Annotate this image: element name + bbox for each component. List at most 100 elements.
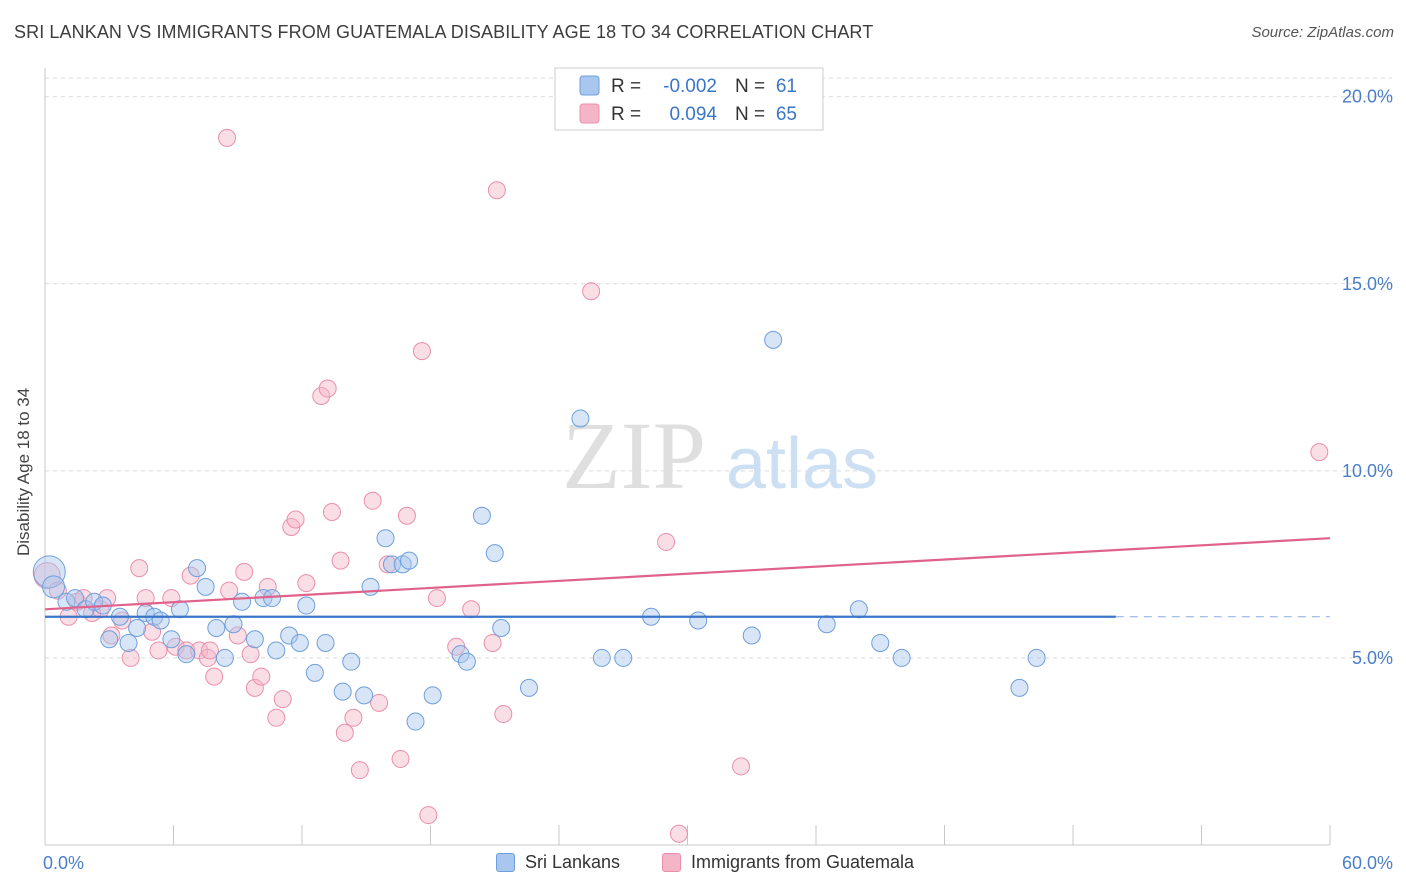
point-srilankans-27 (280, 626, 299, 645)
point-guatemala-10 (121, 648, 140, 667)
y-tick-label-3: 20.0% (1342, 87, 1393, 107)
point-guatemala-44 (370, 693, 389, 712)
point-guatemala-14 (149, 641, 168, 660)
point-guatemala-35 (297, 574, 316, 593)
point-srilankans-13 (151, 611, 170, 630)
point-srilankans-46 (492, 618, 511, 637)
point-srilankans-21 (224, 615, 243, 634)
y-tick-labels: 5.0% 10.0% 15.0% 20.0% (1342, 87, 1393, 668)
trend-line-guatemala (44, 537, 1331, 611)
point-guatemala-48 (412, 342, 431, 361)
point-guatemala-26 (235, 562, 254, 581)
y-tick-label-2: 15.0% (1342, 274, 1393, 294)
point-guatemala-23 (218, 128, 237, 147)
point-guatemala-54 (483, 633, 502, 652)
point-srilankans-26 (267, 641, 286, 660)
point-srilankans-53 (742, 626, 761, 645)
point-srilankans-45 (485, 544, 504, 563)
point-srilankans-56 (849, 600, 868, 619)
point-guatemala-43 (363, 491, 382, 510)
watermark-zip: ZIP (562, 402, 706, 509)
point-guatemala-28 (245, 678, 264, 697)
trend-lines (44, 537, 1331, 618)
x-tick-labels: 0.0% 60.0% (43, 853, 1393, 873)
point-guatemala-47 (397, 506, 416, 525)
point-guatemala-39 (331, 551, 350, 570)
point-srilankans-50 (614, 648, 633, 667)
legend-item-srilankans: Sri Lankans (496, 852, 620, 873)
point-guatemala-60 (1310, 443, 1329, 462)
point-srilankans-10 (128, 618, 147, 637)
point-srilankans-43 (457, 652, 476, 671)
series-legend: Sri Lankans Immigrants from Guatemala (0, 852, 1406, 878)
point-guatemala-56 (582, 282, 601, 301)
y-axis-label: Disability Age 18 to 34 (14, 387, 33, 556)
point-guatemala-38 (322, 503, 341, 522)
legend-label-guatemala: Immigrants from Guatemala (691, 852, 915, 872)
point-guatemala-37 (318, 379, 337, 398)
point-guatemala-59 (732, 757, 751, 776)
point-guatemala-55 (494, 705, 513, 724)
legend-n-label-2: N = (735, 104, 765, 125)
point-guatemala-27 (241, 645, 260, 664)
point-srilankans-32 (333, 682, 352, 701)
point-srilankans-34 (355, 686, 374, 705)
point-guatemala-52 (462, 600, 481, 619)
point-guatemala-34 (286, 510, 305, 529)
legend-n-value-1: 61 (776, 76, 797, 97)
point-guatemala-31 (267, 708, 286, 727)
legend-n-value-2: 65 (776, 104, 797, 125)
point-srilankans-39 (400, 551, 419, 570)
y-tick-label-0: 5.0% (1352, 648, 1393, 668)
point-guatemala-32 (273, 690, 292, 709)
point-srilankans-17 (188, 559, 207, 578)
watermark-atlas: atlas (726, 424, 878, 504)
legend-swatch-guatemala (662, 853, 681, 872)
point-srilankans-9 (119, 633, 138, 652)
point-srilankans-57 (871, 633, 890, 652)
point-guatemala-11 (130, 559, 149, 578)
point-srilankans-19 (207, 618, 226, 637)
legend-r-value-2: 0.094 (669, 104, 717, 125)
point-srilankans-54 (764, 330, 783, 349)
point-guatemala-45 (378, 555, 397, 574)
point-guatemala-21 (200, 641, 219, 660)
point-guatemala-42 (350, 761, 369, 780)
point-guatemala-49 (419, 806, 438, 825)
watermark: ZIP atlas (562, 402, 878, 509)
point-guatemala-57 (657, 532, 676, 551)
point-srilankans-30 (305, 663, 324, 682)
legend-n-label-1: N = (735, 76, 765, 97)
legend-item-guatemala: Immigrants from Guatemala (662, 852, 914, 873)
chart-source: Source: ZipAtlas.com (1251, 24, 1394, 41)
point-srilankans-35 (361, 577, 380, 596)
point-guatemala-58 (669, 824, 688, 843)
legend-r-label-2: R = (611, 104, 641, 125)
chart-title: SRI LANKAN VS IMMIGRANTS FROM GUATEMALA … (14, 22, 874, 42)
point-srilankans-0 (32, 555, 66, 589)
point-srilankans-58 (892, 648, 911, 667)
point-srilankans-7 (100, 630, 119, 649)
point-guatemala-46 (391, 749, 410, 768)
point-guatemala-29 (252, 667, 271, 686)
correlation-legend: R = -0.002 N = 61 R = 0.094 N = 65 (554, 67, 824, 131)
point-srilankans-14 (162, 630, 181, 649)
legend-r-value-1: -0.002 (663, 76, 717, 97)
point-srilankans-59 (1010, 678, 1029, 697)
series-srilankans-points (32, 330, 1046, 731)
point-srilankans-44 (472, 506, 491, 525)
legend-swatch-pink (579, 103, 600, 124)
point-guatemala-36 (312, 387, 331, 406)
point-guatemala-53 (487, 181, 506, 200)
legend-label-srilankans: Sri Lankans (525, 852, 621, 872)
point-guatemala-41 (344, 708, 363, 727)
point-srilankans-33 (342, 652, 361, 671)
point-srilankans-23 (245, 630, 264, 649)
point-srilankans-15 (170, 600, 189, 619)
point-guatemala-12 (136, 589, 155, 608)
point-srilankans-55 (817, 615, 836, 634)
point-srilankans-20 (215, 648, 234, 667)
x-tick-label-1: 60.0% (1342, 853, 1393, 873)
point-srilankans-37 (382, 555, 401, 574)
